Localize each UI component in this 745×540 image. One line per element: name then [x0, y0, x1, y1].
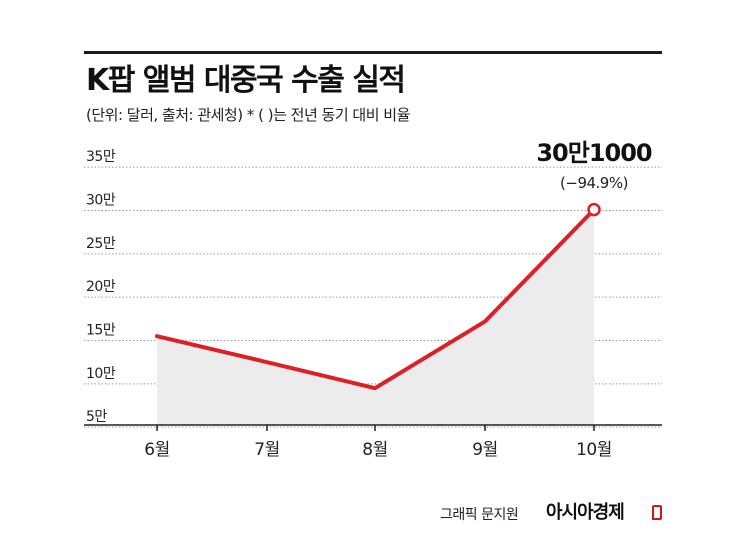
- y-tick-label: 25만: [86, 236, 116, 252]
- chart-subtitle: (단위: 달러, 출처: 관세청) * ( )는 전년 동기 대비 비율: [86, 106, 410, 124]
- y-tick-label: 5만: [86, 409, 107, 425]
- series-line: [155, 207, 596, 391]
- area-fill: [157, 209, 594, 425]
- x-tick-label: 8월: [362, 440, 387, 460]
- top-rule: [84, 51, 662, 54]
- y-tick-label: 35만: [86, 149, 116, 165]
- chart-title: K팝 앨범 대중국 수출 실적: [86, 63, 406, 98]
- y-tick-label: 20만: [86, 279, 116, 295]
- graphic-credit: 그래픽 문지원: [440, 507, 519, 523]
- highlight-point: [587, 202, 601, 217]
- x-tick-label: 7월: [254, 440, 279, 460]
- y-tick-label: 30만: [86, 192, 116, 208]
- y-tick-label: 15만: [86, 322, 116, 338]
- y-tick-label: 10만: [86, 366, 116, 382]
- x-tick-label: 6월: [144, 440, 169, 460]
- annotation-change-label: (−94.9%): [560, 174, 628, 192]
- x-tick-label: 9월: [472, 440, 497, 460]
- brand-logo-text: 아시아경제: [546, 502, 625, 523]
- brand-mark-icon: [652, 505, 662, 520]
- annotation-value-label: 30만1000: [536, 139, 652, 167]
- x-tick-label: 10월: [576, 440, 612, 460]
